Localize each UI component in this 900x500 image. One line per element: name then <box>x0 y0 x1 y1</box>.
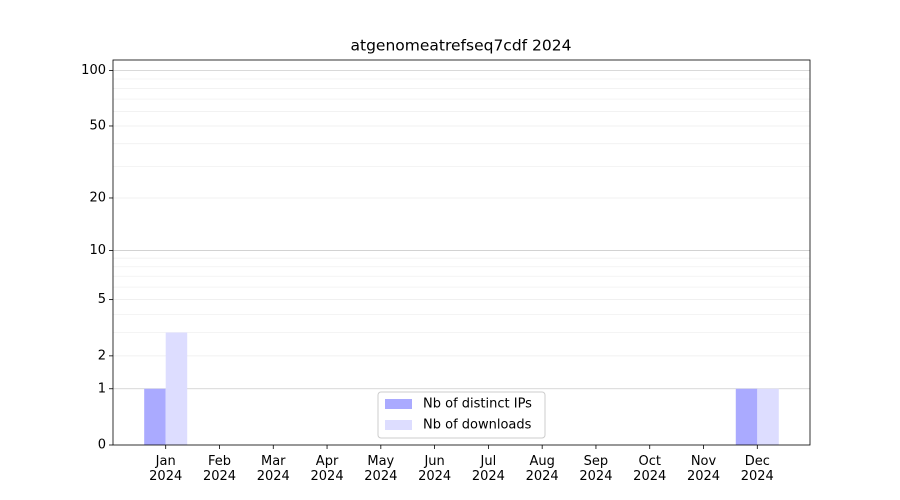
legend-box <box>377 391 546 439</box>
x-tick-label: Oct 2024 <box>633 454 667 484</box>
y-tick-label: 1 <box>98 381 106 396</box>
y-tick-label: 0 <box>98 438 106 453</box>
x-tick-label: Sep 2024 <box>579 454 613 484</box>
x-tick-label: Nov 2024 <box>686 454 721 484</box>
x-tick-label: Aug 2024 <box>525 454 559 484</box>
y-tick-label: 50 <box>89 118 106 133</box>
x-tick-label: Jul 2024 <box>471 454 505 484</box>
bar <box>165 332 188 445</box>
chart-title: atgenomeatrefseq7cdf 2024 <box>351 37 572 55</box>
legend-label: Nb of downloads <box>423 418 532 433</box>
plot-frame <box>112 59 811 446</box>
bar <box>757 388 779 445</box>
x-tick-label: Apr 2024 <box>310 454 344 484</box>
y-tick-label: 100 <box>81 63 106 78</box>
y-tick-label: 10 <box>89 243 106 258</box>
x-tick-label: Jun 2024 <box>418 454 452 484</box>
legend-swatch <box>385 399 412 409</box>
bar <box>144 388 166 445</box>
x-tick-label: Mar 2024 <box>256 454 290 484</box>
legend-label: Nb of distinct IPs <box>423 397 532 412</box>
x-tick-label: May 2024 <box>364 454 398 484</box>
bar <box>735 388 758 445</box>
y-tick-label: 2 <box>98 348 106 363</box>
legend-swatch <box>385 420 412 430</box>
x-tick-label: Feb 2024 <box>202 454 237 484</box>
y-tick-label: 20 <box>89 190 106 205</box>
x-tick-label: Dec 2024 <box>740 454 774 484</box>
y-tick-label: 5 <box>98 292 106 307</box>
x-tick-label: Jan 2024 <box>149 454 183 484</box>
